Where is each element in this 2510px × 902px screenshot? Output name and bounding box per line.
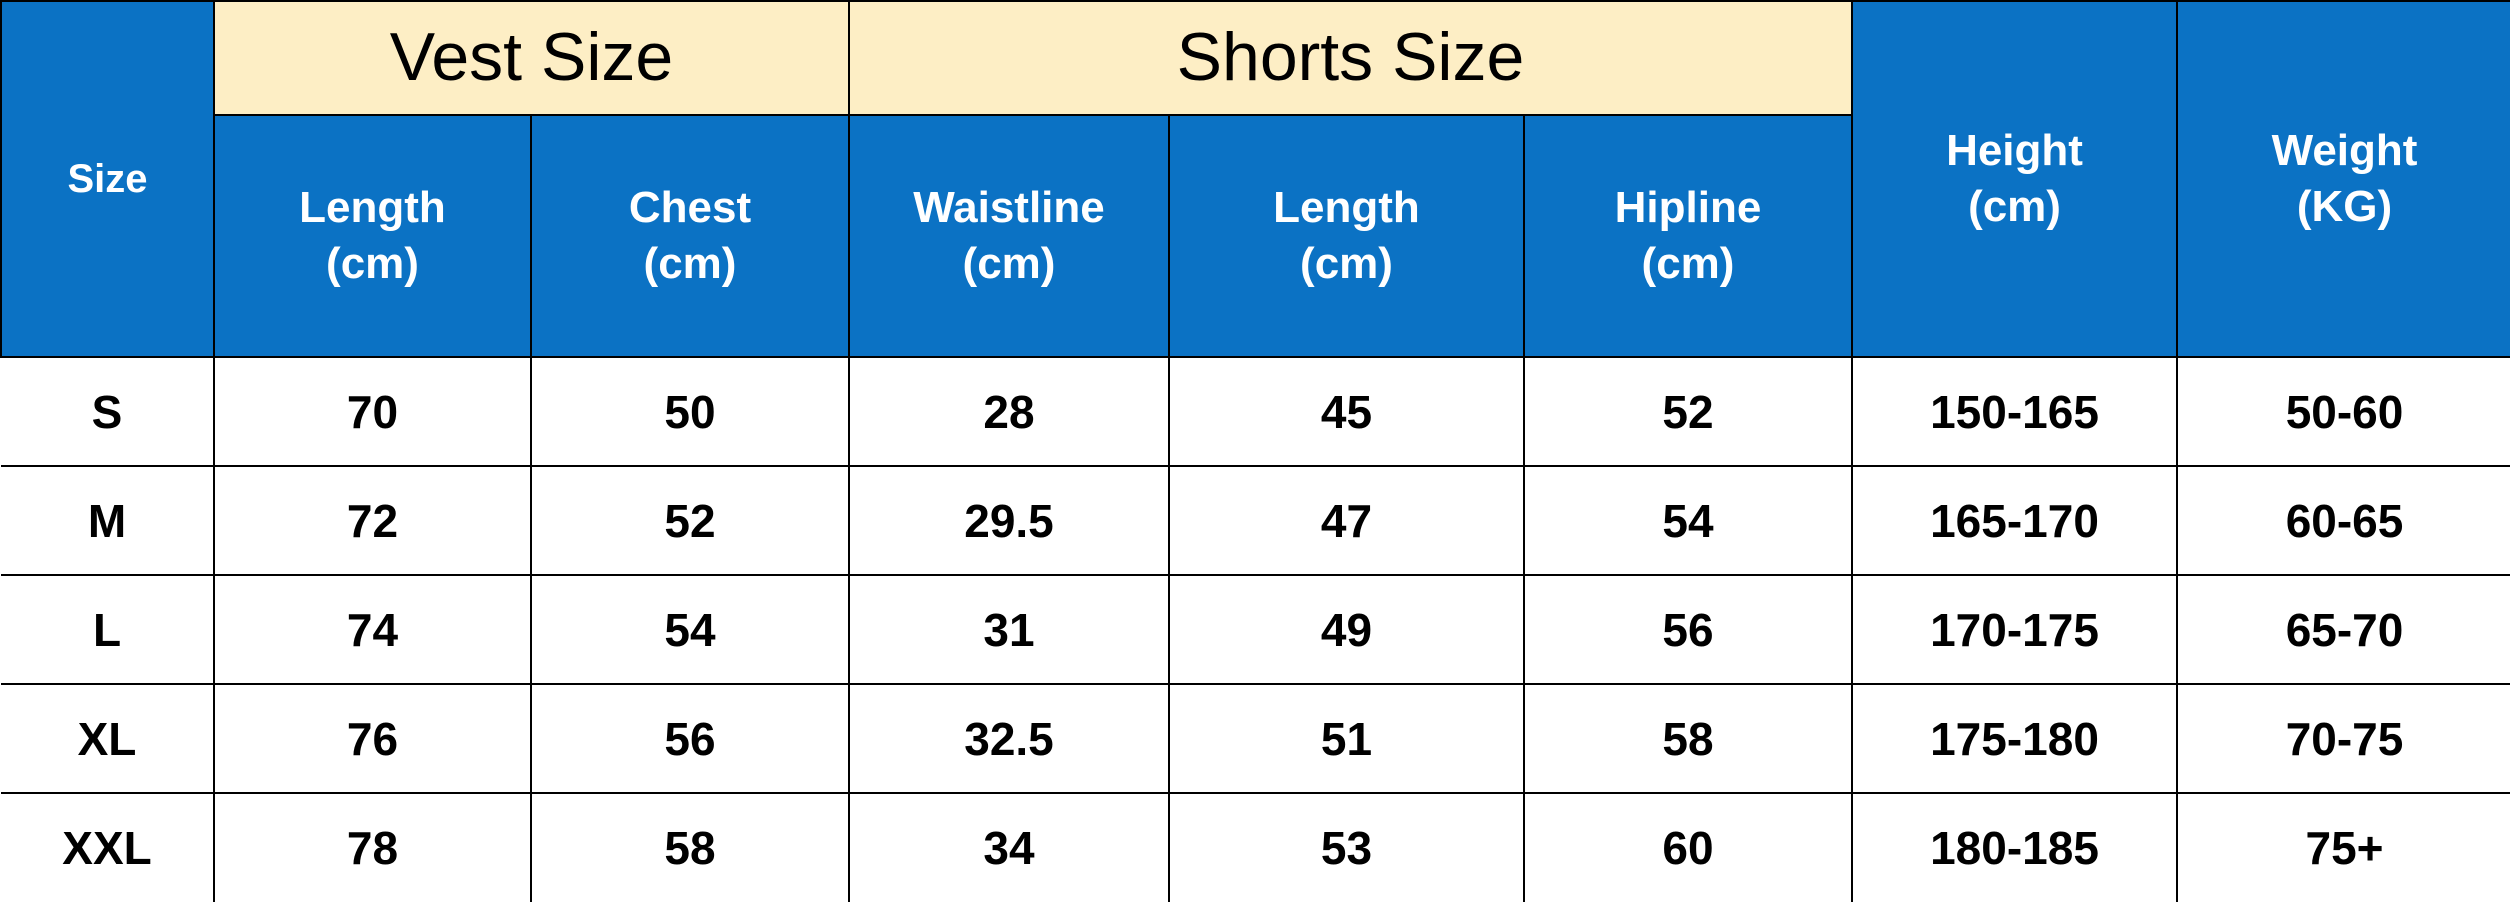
- cell-shorts-waistline: 31: [848, 574, 1170, 685]
- cell-shorts-hipline: 54: [1522, 465, 1854, 576]
- cell-size: XXL: [1, 792, 215, 902]
- cell-size: S: [1, 356, 215, 467]
- header-vest-chest-unit: (cm): [643, 239, 737, 288]
- cell-size: M: [1, 465, 215, 576]
- cell-shorts-hipline: 56: [1522, 574, 1854, 685]
- table-body: S 70 50 28 45 52 150-165 50-60 M 72 52 2…: [1, 356, 2510, 902]
- cell-size: XL: [1, 683, 215, 794]
- cell-weight: 50-60: [2176, 356, 2510, 467]
- cell-vest-length: 72: [213, 465, 532, 576]
- header-vest-chest-label: Chest: [628, 182, 752, 232]
- cell-shorts-length: 45: [1168, 356, 1525, 467]
- header-height: Height (cm): [1851, 0, 2179, 358]
- header-sub-row: Length (cm) Chest (cm) Waistline (cm) Le…: [1, 114, 2510, 358]
- header-shorts-length: Length (cm): [1168, 114, 1525, 358]
- cell-vest-length: 70: [213, 356, 532, 467]
- table-header: Size Vest Size Shorts Size Height (cm) W…: [0, 0, 2510, 358]
- header-shorts-hipline-label: Hipline: [1614, 182, 1762, 232]
- table-row: L 74 54 31 49 56 170-175 65-70: [1, 574, 2510, 685]
- header-vest-length: Length (cm): [213, 114, 532, 358]
- header-weight: Weight (KG): [2176, 0, 2510, 358]
- header-weight-unit: (KG): [2296, 182, 2393, 231]
- header-vest-length-unit: (cm): [326, 239, 419, 288]
- table-row: XXL 78 58 34 53 60 180-185 75+: [1, 792, 2510, 902]
- cell-vest-chest: 56: [530, 683, 850, 794]
- cell-shorts-length: 47: [1168, 465, 1525, 576]
- table-row: S 70 50 28 45 52 150-165 50-60: [1, 356, 2510, 467]
- cell-shorts-waistline: 32.5: [848, 683, 1170, 794]
- header-height-label: Height: [1946, 125, 2083, 175]
- cell-height: 170-175: [1851, 574, 2179, 685]
- table-row: XL 76 56 32.5 51 58 175-180 70-75: [1, 683, 2510, 794]
- header-vest-length-label: Length: [299, 182, 446, 232]
- header-size-corner: Size: [0, 0, 215, 358]
- header-shorts-waistline-unit: (cm): [962, 239, 1056, 288]
- header-shorts-hipline: Hipline (cm): [1522, 114, 1854, 358]
- header-shorts-length-unit: (cm): [1300, 239, 1393, 288]
- table-row: M 72 52 29.5 47 54 165-170 60-65: [1, 465, 2510, 576]
- cell-shorts-length: 49: [1168, 574, 1525, 685]
- cell-vest-length: 74: [213, 574, 532, 685]
- header-shorts-waistline-label: Waistline: [913, 182, 1105, 232]
- cell-shorts-length: 53: [1168, 792, 1525, 902]
- header-group-shorts-size: Shorts Size: [847, 0, 1854, 116]
- cell-height: 165-170: [1851, 465, 2179, 576]
- header-weight-label: Weight: [2271, 125, 2418, 175]
- cell-shorts-waistline: 28: [848, 356, 1170, 467]
- header-shorts-hipline-unit: (cm): [1641, 239, 1735, 288]
- header-vest-chest: Chest (cm): [530, 114, 850, 358]
- cell-shorts-waistline: 34: [848, 792, 1170, 902]
- cell-vest-chest: 52: [530, 465, 850, 576]
- cell-vest-chest: 58: [530, 792, 850, 902]
- cell-weight: 65-70: [2176, 574, 2510, 685]
- cell-shorts-hipline: 60: [1522, 792, 1854, 902]
- cell-vest-length: 76: [213, 683, 532, 794]
- cell-shorts-hipline: 52: [1522, 356, 1854, 467]
- cell-weight: 60-65: [2176, 465, 2510, 576]
- cell-shorts-hipline: 58: [1522, 683, 1854, 794]
- header-group-vest-size: Vest Size: [213, 0, 850, 116]
- cell-height: 180-185: [1851, 792, 2179, 902]
- header-group-row: Size Vest Size Shorts Size Height (cm) W…: [0, 0, 2510, 358]
- header-shorts-length-label: Length: [1273, 182, 1420, 232]
- header-shorts-waistline: Waistline (cm): [848, 114, 1170, 358]
- cell-weight: 70-75: [2176, 683, 2510, 794]
- cell-size: L: [1, 574, 215, 685]
- cell-shorts-waistline: 29.5: [848, 465, 1170, 576]
- cell-vest-length: 78: [213, 792, 532, 902]
- cell-weight: 75+: [2176, 792, 2510, 902]
- cell-height: 175-180: [1851, 683, 2179, 794]
- cell-vest-chest: 50: [530, 356, 850, 467]
- cell-vest-chest: 54: [530, 574, 850, 685]
- cell-shorts-length: 51: [1168, 683, 1525, 794]
- header-height-unit: (cm): [1968, 182, 2061, 231]
- cell-height: 150-165: [1851, 356, 2179, 467]
